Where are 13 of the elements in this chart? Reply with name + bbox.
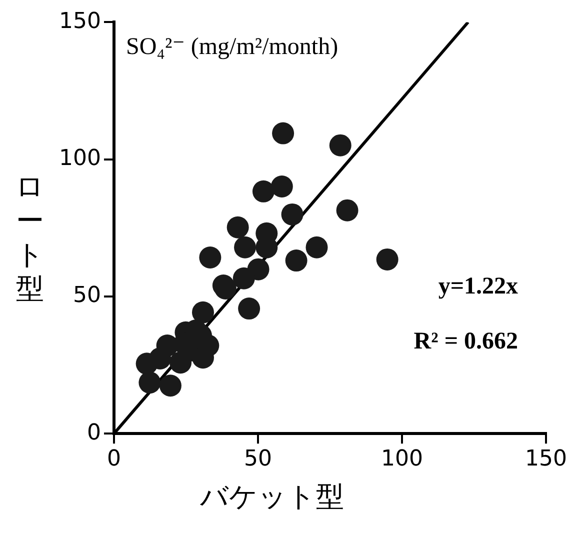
annotation: R² = 0.662 — [414, 328, 518, 355]
y-tick-label: 50 — [72, 283, 101, 308]
x-tick-label: 50 — [244, 446, 272, 472]
x-tick-label: 150 — [525, 446, 567, 472]
annotation: SO₄²⁻ (mg/m²/month) — [126, 34, 338, 60]
x-axis-title: バケット型 — [200, 479, 344, 515]
y-tick-label: 0 — [86, 420, 101, 446]
x-tick-label: 0 — [106, 446, 121, 472]
y-tick-label: 100 — [58, 146, 101, 172]
annotation: y=1.22x — [438, 274, 518, 300]
y-tick-label: 150 — [58, 8, 101, 34]
y-axis-title: ロート型 — [14, 170, 46, 306]
x-tick-label: 100 — [380, 446, 423, 472]
